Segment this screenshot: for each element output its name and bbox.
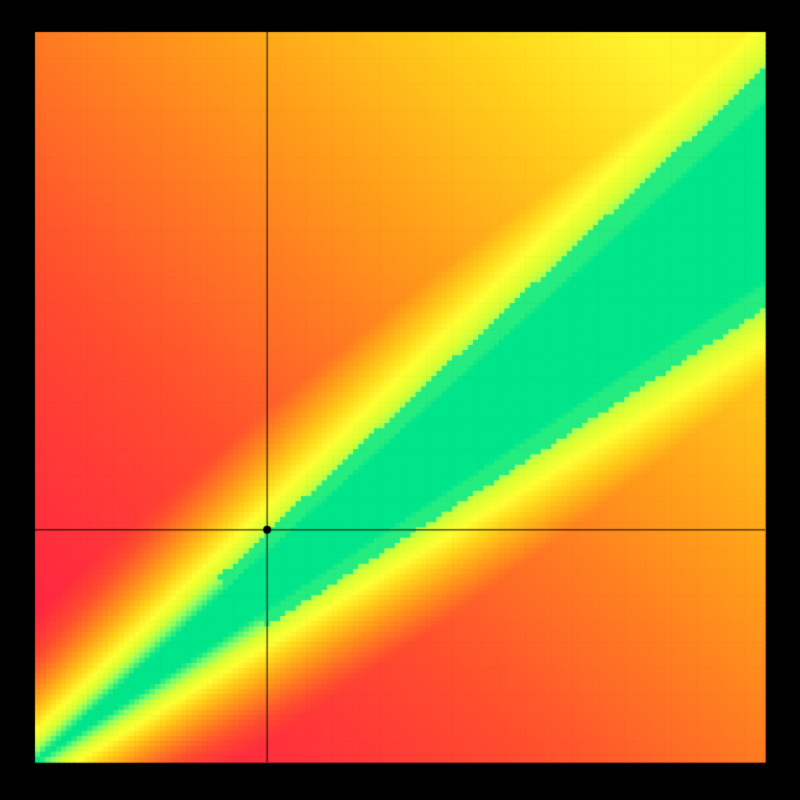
- heatmap-canvas: [0, 0, 800, 800]
- chart-container: TheBottleneck.com: [0, 0, 800, 800]
